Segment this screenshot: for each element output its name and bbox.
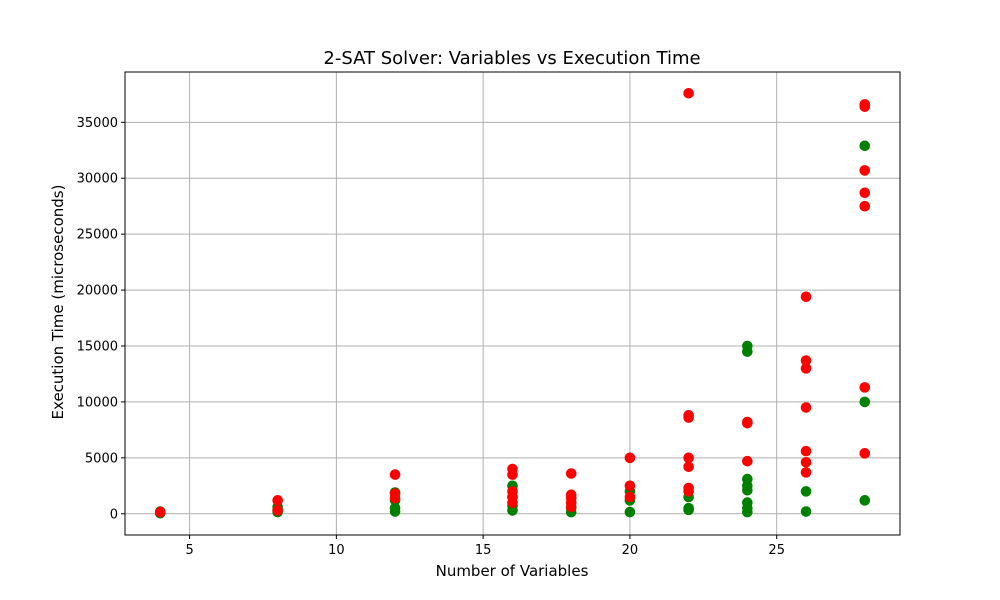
data-point xyxy=(624,506,636,518)
data-point xyxy=(742,455,753,467)
chart-title: 2-SAT Solver: Variables vs Execution Tim… xyxy=(323,48,700,69)
data-point xyxy=(742,497,753,508)
data-point xyxy=(507,486,518,497)
data-point xyxy=(683,502,694,514)
data-point xyxy=(800,467,812,478)
x-tick-label: 5 xyxy=(185,543,193,558)
x-tick-label: 15 xyxy=(475,543,492,558)
data-point xyxy=(272,495,283,506)
data-point xyxy=(683,452,694,464)
data-point xyxy=(154,506,166,518)
data-point xyxy=(859,396,871,408)
data-point xyxy=(683,410,694,421)
data-point xyxy=(272,505,283,516)
data-point xyxy=(624,480,636,492)
data-point xyxy=(800,506,812,517)
y-tick-label: 0 xyxy=(110,507,118,522)
data-point xyxy=(859,382,871,393)
data-point xyxy=(742,473,753,485)
y-tick-label: 10000 xyxy=(77,395,118,410)
data-point xyxy=(859,99,871,110)
y-tick-label: 35000 xyxy=(77,116,118,131)
y-axis-label: Execution Time (microseconds) xyxy=(49,185,67,420)
data-point xyxy=(800,445,812,457)
data-point xyxy=(800,486,812,497)
data-points xyxy=(154,87,871,519)
data-point xyxy=(800,291,812,303)
x-axis-label: Number of Variables xyxy=(436,562,589,580)
y-tick-label: 5000 xyxy=(85,451,118,466)
data-point xyxy=(624,452,636,464)
data-point xyxy=(800,402,812,413)
y-tick-label: 20000 xyxy=(77,284,118,299)
axis-ticks: 5 10 15 20 25 0 5000 10000 15000 20000 25000 30000 3… xyxy=(77,116,785,558)
data-point xyxy=(683,87,694,99)
x-tick-label: 25 xyxy=(768,543,785,558)
data-point xyxy=(389,469,401,480)
data-point xyxy=(565,468,577,479)
data-point xyxy=(683,482,694,494)
data-point xyxy=(859,187,871,199)
data-point xyxy=(507,463,518,475)
data-point xyxy=(624,491,636,503)
data-point xyxy=(859,495,871,506)
data-point xyxy=(800,457,812,468)
data-point xyxy=(859,448,871,459)
x-tick-label: 10 xyxy=(328,543,345,558)
data-point xyxy=(859,165,871,176)
x-tick-label: 20 xyxy=(622,543,639,558)
data-point xyxy=(389,502,401,514)
data-point xyxy=(565,489,577,501)
data-point xyxy=(859,140,871,152)
data-point xyxy=(742,340,753,352)
y-tick-label: 15000 xyxy=(77,339,118,354)
y-tick-label: 25000 xyxy=(77,228,118,243)
data-point xyxy=(800,355,812,366)
data-point xyxy=(859,200,871,212)
y-tick-label: 30000 xyxy=(77,172,118,187)
data-point xyxy=(389,488,401,499)
data-point xyxy=(683,461,694,473)
data-point xyxy=(742,416,753,428)
data-point xyxy=(800,363,812,374)
plot-frame xyxy=(124,71,901,536)
